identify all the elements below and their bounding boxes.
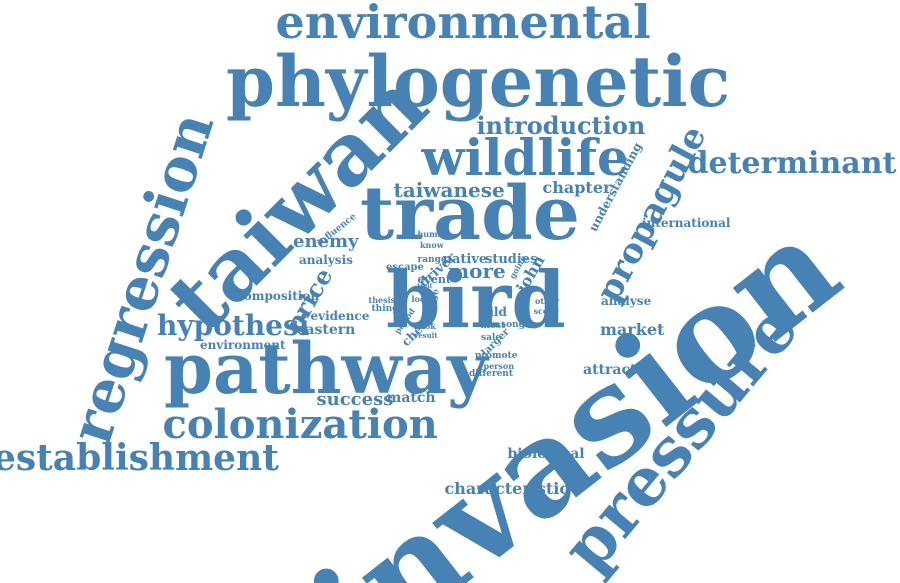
word-book: book: [414, 322, 436, 330]
word-promote: promote: [475, 352, 517, 361]
word-environmental: environmental: [276, 0, 651, 45]
word-analysis: analysis: [299, 254, 353, 266]
word-different: different: [469, 370, 513, 379]
word-characteristic: characteristic: [445, 481, 570, 497]
word-biological: biological: [508, 447, 585, 461]
word-establishment: establishment: [0, 440, 279, 476]
word-analyse: analyse: [601, 295, 651, 307]
word-result: result: [415, 332, 438, 339]
word-know: know: [420, 241, 444, 249]
word-scope: scope: [534, 307, 559, 315]
word-more: more: [448, 261, 506, 281]
word-attractive: attractive: [583, 363, 659, 377]
word-evidence: evidence: [311, 310, 370, 322]
word-wild: wild: [479, 306, 507, 318]
word-determinant: determinant: [688, 149, 897, 179]
word-trait: trait: [418, 284, 433, 290]
word-other: other: [535, 297, 559, 305]
word-chapter: chapter: [543, 180, 612, 196]
word-environment: environment: [200, 339, 286, 351]
word-composition: composition: [237, 290, 320, 302]
word-taiwanese: taiwanese: [394, 180, 505, 200]
word-thing: thing: [372, 305, 399, 314]
word-phylogenetic: phylogenetic: [226, 47, 730, 117]
word-human: human: [418, 230, 449, 238]
word-international: international: [642, 217, 730, 229]
word-success: success: [317, 391, 394, 409]
word-introduction: introduction: [477, 114, 646, 138]
word-eastern: eastern: [297, 323, 356, 337]
word-match: match: [387, 391, 436, 405]
word-market: market: [600, 322, 664, 338]
word-escape: escape: [386, 263, 424, 273]
